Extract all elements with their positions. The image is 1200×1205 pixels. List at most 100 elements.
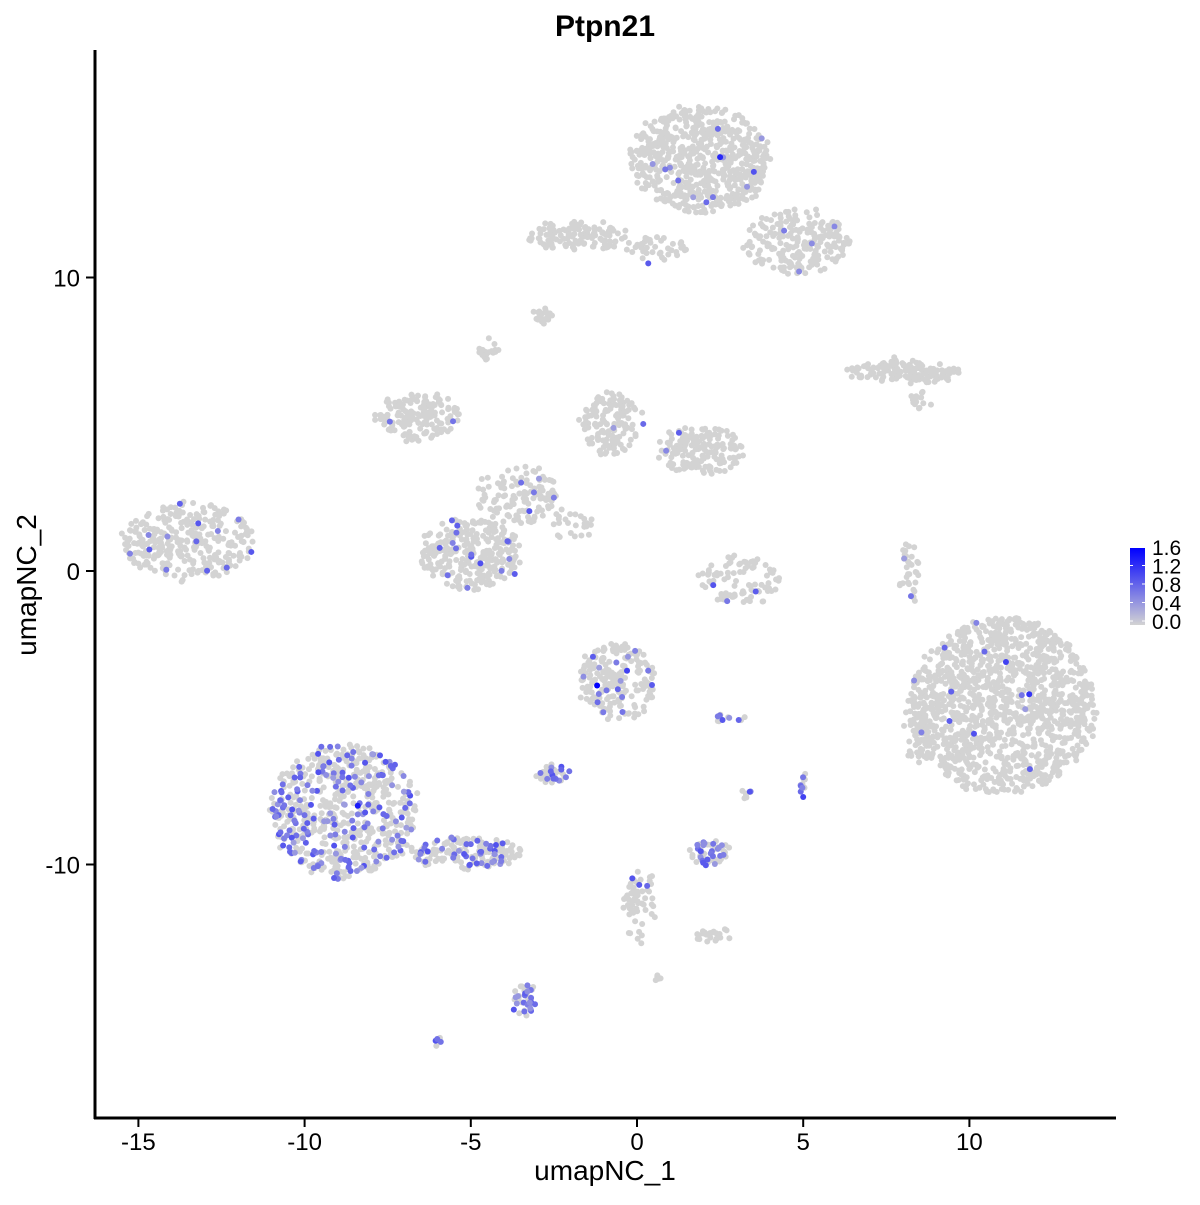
cell-point: [610, 445, 617, 452]
cell-point: [973, 648, 980, 655]
cell-point: [601, 677, 608, 684]
cell-point: [906, 738, 913, 745]
cell-point: [438, 420, 445, 427]
cell-point: [342, 835, 349, 842]
cell-point: [967, 722, 974, 729]
cell-point: [708, 562, 715, 569]
cell-point: [1037, 642, 1044, 649]
cell-point: [488, 534, 495, 541]
cell-point: [309, 751, 316, 758]
cell-point: [893, 359, 900, 366]
cell-point: [829, 256, 836, 263]
cell-point: [629, 902, 636, 909]
cell-point: [400, 432, 407, 439]
cell-point: [1018, 634, 1025, 641]
cell-point: [577, 694, 584, 701]
cell-point: [843, 234, 850, 241]
cell-point: [536, 225, 543, 232]
cell-point: [495, 492, 502, 499]
cell-point: [302, 771, 309, 778]
cell-point: [684, 163, 691, 170]
cell-point: [542, 220, 549, 227]
cell-point: [682, 464, 689, 471]
cell-point: [637, 148, 644, 155]
cell-point: [290, 779, 297, 786]
cell-point: [1038, 725, 1045, 732]
cell-point: [429, 403, 436, 410]
cell-point: [525, 513, 532, 520]
cell-point: [651, 182, 658, 189]
cell-point: [166, 524, 173, 531]
cell-point: [143, 558, 150, 565]
cell-point: [1047, 773, 1054, 780]
cell-point: [668, 247, 675, 254]
cell-point: [979, 774, 986, 781]
cell-point: [493, 836, 500, 843]
cell-point: [825, 225, 832, 232]
cell-point: [235, 534, 242, 541]
cell-point: [424, 564, 431, 571]
cell-point: [968, 717, 975, 724]
cell-point: [572, 511, 579, 518]
cell-point: [935, 667, 942, 674]
cell-point: [629, 421, 636, 428]
cell-point: [627, 146, 634, 153]
expressing-cell-point: [163, 566, 170, 573]
cell-point: [811, 220, 818, 227]
cell-point: [1036, 630, 1043, 637]
cell-point: [744, 168, 751, 175]
cell-point: [757, 220, 764, 227]
cell-point: [439, 571, 446, 578]
cell-point: [193, 511, 200, 518]
cell-point: [634, 171, 641, 178]
cell-point: [409, 848, 416, 855]
cell-point: [981, 766, 988, 773]
expressing-cell-point: [970, 730, 977, 737]
cell-point: [1074, 742, 1081, 749]
cell-point: [735, 453, 742, 460]
cell-point: [535, 235, 542, 242]
cell-point: [1050, 695, 1057, 702]
cell-point: [364, 786, 371, 793]
cell-point: [906, 560, 913, 567]
cell-point: [712, 151, 719, 158]
cell-point: [688, 442, 695, 449]
expressing-cell-point: [176, 500, 183, 507]
cell-point: [777, 215, 784, 222]
cell-point: [943, 723, 950, 730]
cell-point: [1017, 721, 1024, 728]
cell-point: [317, 802, 324, 809]
cell-point: [758, 581, 765, 588]
cell-point: [1002, 622, 1009, 629]
cell-point: [303, 850, 310, 857]
cell-point: [164, 560, 171, 567]
cell-point: [366, 781, 373, 788]
expressing-cell-point: [648, 682, 655, 689]
cell-point: [216, 557, 223, 564]
cell-point: [322, 747, 329, 754]
cell-point: [668, 431, 675, 438]
cell-point: [131, 560, 138, 567]
cell-point: [765, 580, 772, 587]
cell-point: [606, 230, 613, 237]
cell-point: [399, 420, 406, 427]
cell-point: [232, 542, 239, 549]
cell-point: [385, 426, 392, 433]
cell-point: [943, 740, 950, 747]
expressing-cell-point: [223, 564, 230, 571]
cell-point: [632, 244, 639, 251]
cell-point: [809, 260, 816, 267]
cell-point: [546, 231, 553, 238]
cell-point: [513, 465, 520, 472]
cell-point: [1049, 737, 1056, 744]
cell-point: [989, 631, 996, 638]
cell-point: [486, 581, 493, 588]
cell-point: [249, 538, 256, 545]
cell-point: [422, 540, 429, 547]
cell-point: [872, 374, 879, 381]
cell-point: [631, 710, 638, 717]
cell-point: [745, 596, 752, 603]
cell-point: [605, 428, 612, 435]
expressing-cell-point: [666, 164, 673, 171]
cell-point: [682, 201, 689, 208]
